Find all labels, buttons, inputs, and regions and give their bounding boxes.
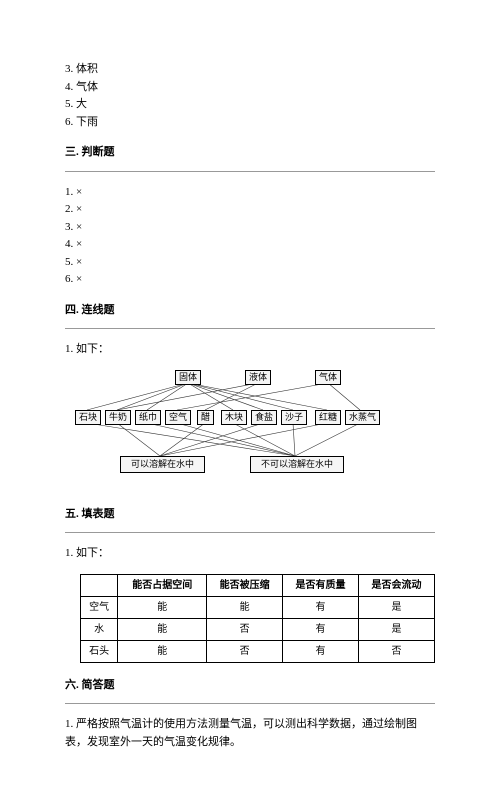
section-6-title: 六. 简答题: [65, 677, 435, 694]
table-cell: 空气: [81, 596, 118, 618]
judgment-item: 3. ×: [65, 219, 435, 236]
table-header: 能否被压缩: [207, 574, 283, 596]
diagram-node: 可以溶解在水中: [120, 456, 205, 474]
table-row: 石头能否有否: [81, 640, 435, 662]
top-answer-list: 3. 体积4. 气体5. 大6. 下雨: [65, 61, 435, 130]
table-cell: 能: [118, 640, 207, 662]
table-header: 能否占据空间: [118, 574, 207, 596]
judgment-item: 6. ×: [65, 271, 435, 288]
section-4-sub: 1. 如下：: [65, 341, 435, 358]
section-4-rule: [65, 328, 435, 329]
diagram-node: 红糖: [315, 410, 341, 426]
table-cell: 有: [283, 640, 359, 662]
section-3-rule: [65, 171, 435, 172]
diagram-node: 石块: [75, 410, 101, 426]
properties-table: 能否占据空间能否被压缩是否有质量是否会流动空气能能有是水能否有是石头能否有否: [80, 574, 435, 663]
diagram-node: 牛奶: [105, 410, 131, 426]
judgment-item: 4. ×: [65, 236, 435, 253]
diagram-node: 空气: [165, 410, 191, 426]
table-cell: 有: [283, 596, 359, 618]
answer-item: 4. 气体: [65, 79, 435, 96]
table-header: 是否会流动: [359, 574, 435, 596]
table-cell: 能: [207, 596, 283, 618]
diagram-node: 水蒸气: [345, 410, 380, 426]
table-cell: 否: [207, 618, 283, 640]
table-row: 水能否有是: [81, 618, 435, 640]
section-3-list: 1. ×2. ×3. ×4. ×5. ×6. ×: [65, 184, 435, 288]
diagram-node: 醋: [197, 410, 214, 426]
section-4-title: 四. 连线题: [65, 302, 435, 319]
diagram-node: 固体: [175, 370, 201, 386]
table-cell: 能: [118, 596, 207, 618]
table-cell: 是: [359, 596, 435, 618]
table-cell: 石头: [81, 640, 118, 662]
section-5-sub: 1. 如下：: [65, 545, 435, 562]
judgment-item: 5. ×: [65, 254, 435, 271]
table-cell: 否: [359, 640, 435, 662]
judgment-item: 2. ×: [65, 201, 435, 218]
table-cell: 是: [359, 618, 435, 640]
diagram-node: 气体: [315, 370, 341, 386]
table-cell: 能: [118, 618, 207, 640]
table-cell: 水: [81, 618, 118, 640]
section-6-rule: [65, 703, 435, 704]
diagram-node: 不可以溶解在水中: [250, 456, 344, 474]
diagram-node: 沙子: [281, 410, 307, 426]
diagram-node: 食盐: [251, 410, 277, 426]
judgment-item: 1. ×: [65, 184, 435, 201]
section-3-title: 三. 判断题: [65, 144, 435, 161]
section-5-rule: [65, 532, 435, 533]
table-cell: 否: [207, 640, 283, 662]
diagram-node: 木块: [221, 410, 247, 426]
connection-diagram: 固体 液体 气体石块牛奶纸巾空气醋木块食盐沙子红糖水蒸气可以溶解在水中 不可以溶解在水…: [75, 370, 385, 490]
table-header: 是否有质量: [283, 574, 359, 596]
diagram-node: 纸巾: [135, 410, 161, 426]
section-6-q1: 1. 严格按照气温计的使用方法测量气温，可以测出科学数据，通过绘制图表，发现室外…: [65, 716, 435, 751]
answer-item: 3. 体积: [65, 61, 435, 78]
table-row: 空气能能有是: [81, 596, 435, 618]
answer-item: 6. 下雨: [65, 114, 435, 131]
table-header: [81, 574, 118, 596]
section-5-title: 五. 填表题: [65, 506, 435, 523]
table-cell: 有: [283, 618, 359, 640]
diagram-node: 液体: [245, 370, 271, 386]
answer-item: 5. 大: [65, 96, 435, 113]
